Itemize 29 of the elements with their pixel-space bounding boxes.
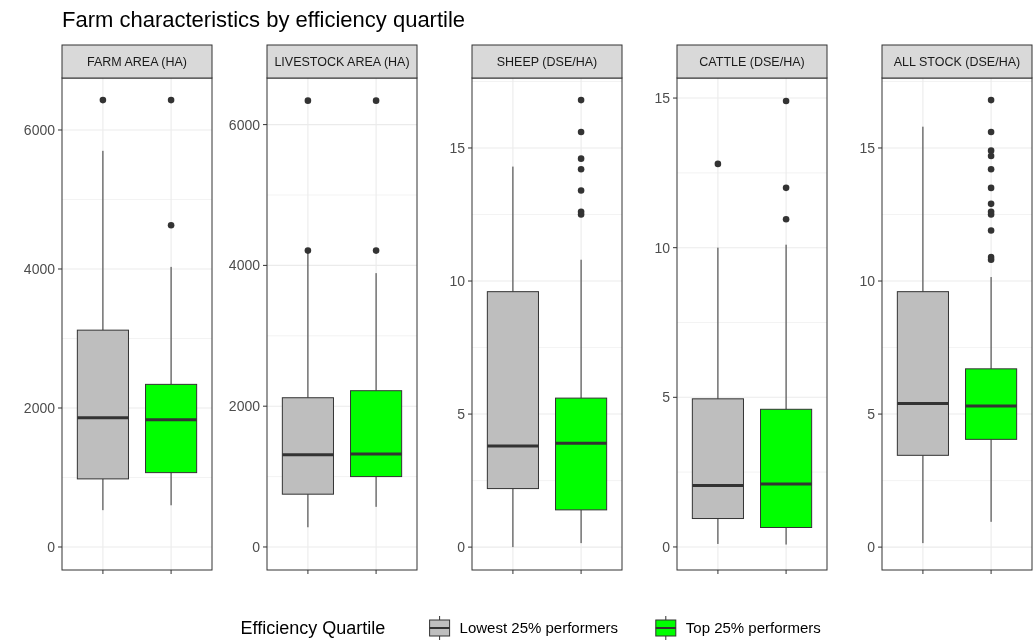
y-tick-label: 10 [449, 273, 466, 290]
legend-title: Efficiency Quartile [240, 618, 386, 638]
y-tick-label: 4000 [23, 260, 56, 277]
y-tick-label: 0 [47, 539, 56, 555]
y-tick-label: 0 [252, 538, 261, 555]
y-tick-label: 2000 [23, 399, 56, 416]
y-tick-label: 6000 [23, 121, 56, 138]
y-tick-label: 10 [859, 273, 876, 290]
y-tick-label: 10 [654, 239, 671, 256]
y-tick-label: 5 [867, 406, 876, 423]
y-tick-label: 0 [662, 538, 671, 555]
y-tick-label: 5 [662, 389, 671, 406]
y-tick-label: 15 [449, 139, 466, 156]
y-tick-label: 0 [867, 539, 876, 556]
y-tick-label: 0 [457, 539, 466, 556]
y-tick-label: 2000 [228, 398, 261, 415]
chart-subtitle: ALL STOCK (DSE/HA) [893, 55, 1021, 69]
legend-label: Lowest 25% performers [459, 619, 619, 636]
y-tick-label: 5 [457, 406, 466, 423]
chart-subtitle: CATTLE (DSE/HA) [699, 55, 805, 69]
chart-subtitle: SHEEP (DSE/HA) [496, 55, 598, 69]
legend-label: Top 25% performers [685, 619, 821, 636]
y-tick-label: 6000 [228, 116, 261, 133]
chart-subtitle: LIVESTOCK AREA (HA) [274, 55, 410, 69]
y-tick-label: 15 [859, 139, 876, 156]
chart-subtitle: FARM AREA (HA) [86, 55, 188, 69]
y-tick-label: 4000 [228, 257, 261, 274]
text: Farm characteristics by efficiency quartile [62, 7, 466, 32]
y-tick-label: 15 [654, 90, 671, 107]
